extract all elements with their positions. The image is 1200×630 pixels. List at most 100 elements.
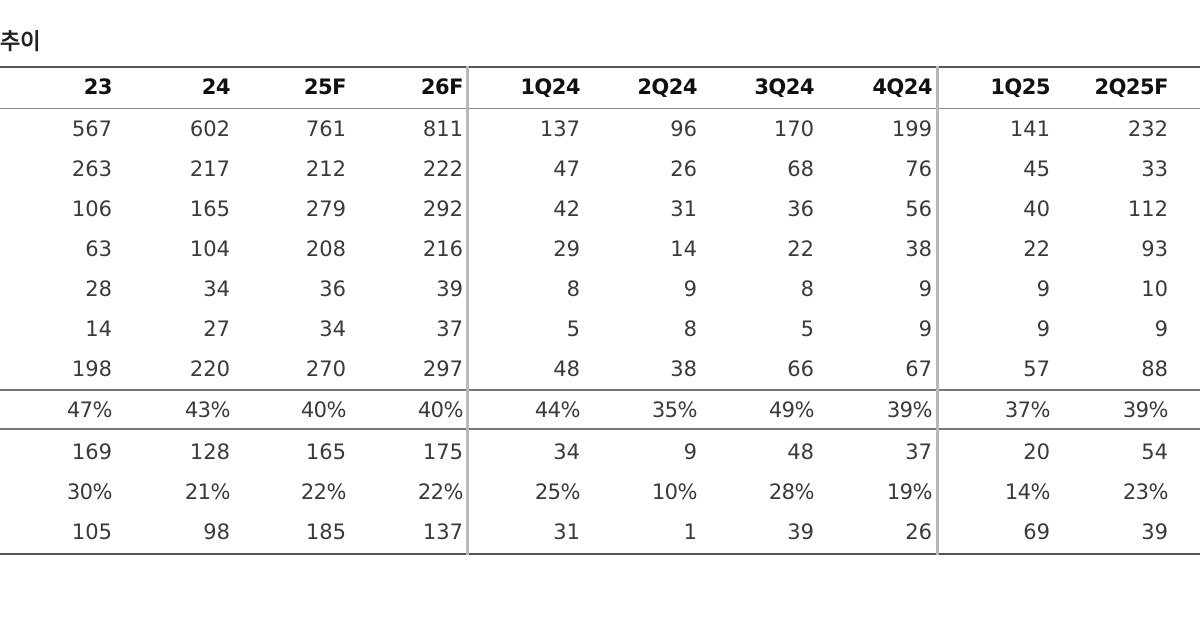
table-cell: 56: [905, 197, 932, 221]
table-cell: 35%: [651, 398, 698, 422]
table-cell: 48: [553, 357, 580, 381]
table-cell: 38: [670, 357, 697, 381]
table-cell: 208: [305, 237, 346, 261]
table-cell: 8: [683, 317, 697, 341]
table-cell: 40: [1023, 197, 1050, 221]
table-cell: 222: [422, 157, 463, 181]
table-cell: 297: [422, 357, 463, 381]
table-cell: 165: [189, 197, 230, 221]
table-cell: 279: [305, 197, 346, 221]
table-cell: 54: [1141, 440, 1168, 464]
table-cell: 26: [905, 520, 932, 544]
table-cell: 88: [1141, 357, 1168, 381]
table-cell: 567: [71, 117, 112, 141]
table-cell: 105: [71, 520, 112, 544]
column-divider-annual-quarterly: [466, 66, 469, 555]
table-cell: 169: [71, 440, 112, 464]
table-cell: 232: [1127, 117, 1168, 141]
table-cell: 216: [422, 237, 463, 261]
table-cell: 5: [800, 317, 814, 341]
table-cell: 14: [85, 317, 112, 341]
table-cell: 292: [422, 197, 463, 221]
table-cell: 28%: [768, 480, 815, 504]
table-cell: 48: [787, 440, 814, 464]
table-cell: 67: [905, 357, 932, 381]
table-cell: 137: [539, 117, 580, 141]
table-cell: 68: [787, 157, 814, 181]
table-cell: 33: [1141, 157, 1168, 181]
table-cell: 8: [800, 277, 814, 301]
table-cell: 45: [1023, 157, 1050, 181]
column-header: 26F: [420, 75, 464, 99]
table-cell: 9: [918, 277, 932, 301]
table-cell: 34: [553, 440, 580, 464]
data-table: 23 24 25F 26F 1Q24 2Q24 3Q24 4Q24 1Q25 2Q25F 567 60…: [0, 66, 1200, 555]
table-cell: 5: [566, 317, 580, 341]
table-cell: 9: [918, 317, 932, 341]
table-bottom-border: [0, 553, 1200, 555]
table-cell: 76: [905, 157, 932, 181]
table-cell: 27: [203, 317, 230, 341]
table-cell: 22: [787, 237, 814, 261]
table-cell: 141: [1009, 117, 1050, 141]
table-cell: 39%: [1122, 398, 1169, 422]
header-divider: [0, 108, 1200, 109]
table-cell: 165: [305, 440, 346, 464]
table-cell: 39: [1141, 520, 1168, 544]
column-header: 24: [201, 75, 231, 99]
table-cell: 9: [1036, 317, 1050, 341]
table-cell: 96: [670, 117, 697, 141]
table-cell: 9: [1036, 277, 1050, 301]
table-cell: 25%: [534, 480, 581, 504]
column-header: 2Q25F: [1094, 75, 1168, 99]
table-cell: 43%: [184, 398, 231, 422]
table-cell: 9: [683, 277, 697, 301]
table-cell: 104: [189, 237, 230, 261]
table-cell: 36: [319, 277, 346, 301]
table-cell: 263: [71, 157, 112, 181]
table-cell: 39: [787, 520, 814, 544]
table-cell: 49%: [768, 398, 815, 422]
table-cell: 63: [85, 237, 112, 261]
table-cell: 137: [422, 520, 463, 544]
table-title: 추이: [0, 30, 41, 55]
table-cell: 199: [891, 117, 932, 141]
column-header: 3Q24: [754, 75, 814, 99]
table-cell: 22: [1023, 237, 1050, 261]
table-cell: 42: [553, 197, 580, 221]
table-cell: 220: [189, 357, 230, 381]
table-cell: 128: [189, 440, 230, 464]
table-cell: 198: [71, 357, 112, 381]
table-cell: 9: [1154, 317, 1168, 341]
table-cell: 14: [670, 237, 697, 261]
table-cell: 28: [85, 277, 112, 301]
table-cell: 47: [553, 157, 580, 181]
table-cell: 93: [1141, 237, 1168, 261]
column-header: 23: [83, 75, 113, 99]
table-cell: 761: [305, 117, 346, 141]
column-divider-2024-2025: [936, 66, 939, 555]
column-header: 4Q24: [872, 75, 932, 99]
table-cell: 270: [305, 357, 346, 381]
table-cell: 112: [1127, 197, 1168, 221]
column-header: 1Q24: [520, 75, 580, 99]
table-cell: 22%: [300, 480, 347, 504]
table-cell: 10: [1141, 277, 1168, 301]
table-cell: 29: [553, 237, 580, 261]
table-cell: 37: [905, 440, 932, 464]
table-cell: 34: [203, 277, 230, 301]
section-divider-1: [0, 389, 1200, 391]
table-cell: 602: [189, 117, 230, 141]
table-cell: 34: [319, 317, 346, 341]
table-cell: 47%: [66, 398, 113, 422]
section-divider-2: [0, 428, 1200, 430]
table-top-border: [0, 66, 1200, 68]
table-cell: 31: [670, 197, 697, 221]
table-cell: 1: [683, 520, 697, 544]
table-cell: 185: [305, 520, 346, 544]
table-cell: 37: [436, 317, 463, 341]
table-cell: 10%: [651, 480, 698, 504]
table-cell: 811: [422, 117, 463, 141]
table-cell: 217: [189, 157, 230, 181]
table-cell: 14%: [1004, 480, 1051, 504]
